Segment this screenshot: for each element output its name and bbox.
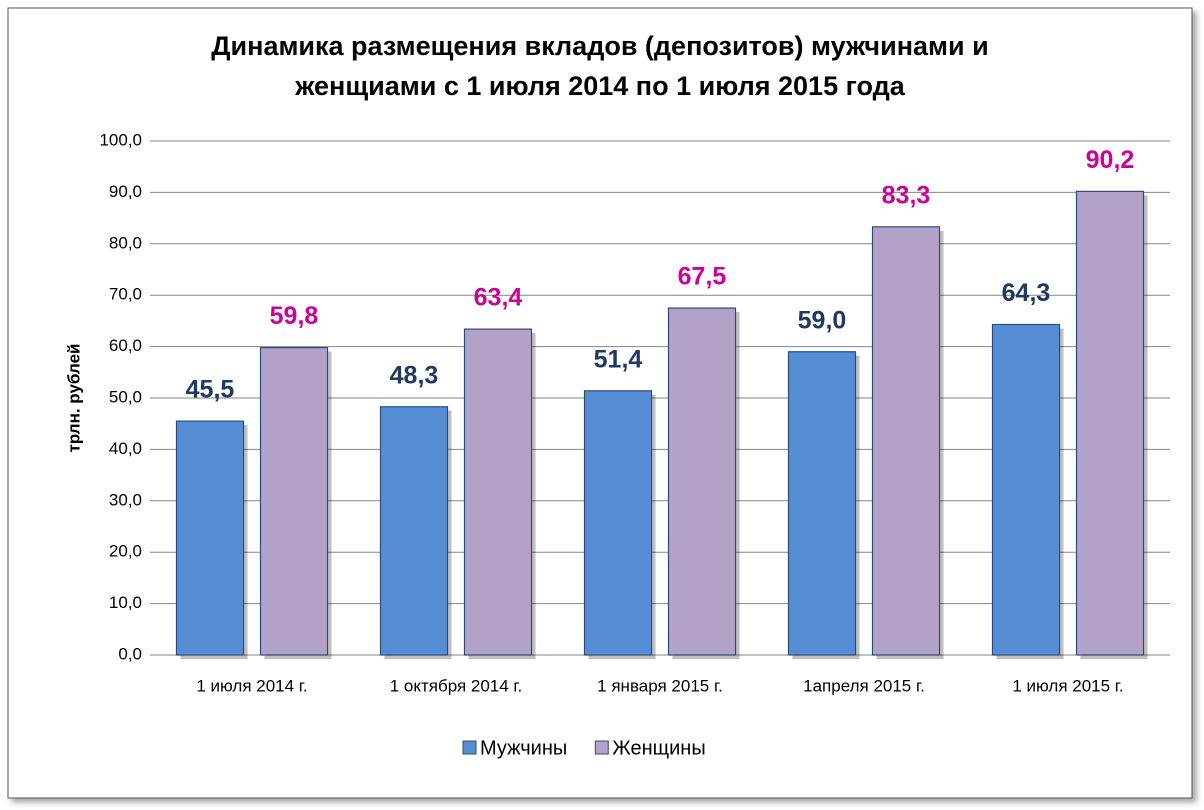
data-label: 45,5	[186, 376, 235, 404]
y-axis-label: трлн. рублей	[64, 344, 83, 453]
data-label: 48,3	[390, 361, 439, 389]
y-tick-label: 0,0	[118, 644, 142, 663]
bar	[991, 323, 1061, 656]
chart-title: Динамика размещения вкладов (депозитов) …	[211, 31, 988, 61]
data-label: 63,4	[474, 284, 523, 312]
bar	[1075, 190, 1145, 656]
y-tick-label: 20,0	[109, 542, 142, 561]
y-tick-label: 50,0	[109, 387, 142, 406]
legend-label: Женщины	[612, 737, 705, 759]
y-tick-label: 90,0	[109, 182, 142, 201]
data-label: 51,4	[594, 345, 643, 373]
y-tick-label: 70,0	[109, 285, 142, 304]
bar	[667, 307, 737, 656]
data-label: 64,3	[1002, 279, 1051, 307]
legend-swatch	[462, 740, 477, 755]
y-tick-label: 80,0	[109, 233, 142, 252]
x-tick-label: 1 июля 2014 г.	[196, 676, 307, 695]
x-tick-label: 1 октября 2014 г.	[390, 676, 523, 695]
data-label: 83,3	[882, 181, 931, 209]
y-tick-label: 60,0	[109, 336, 142, 355]
bar	[175, 420, 245, 656]
bar	[583, 390, 653, 656]
y-tick-label: 40,0	[109, 439, 142, 458]
bar	[379, 406, 449, 656]
bar	[787, 351, 857, 656]
x-tick-label: 1 января 2015 г.	[597, 676, 723, 695]
bar	[871, 226, 941, 656]
data-label: 59,8	[270, 302, 319, 330]
chart-title: женщиами с 1 июля 2014 по 1 июля 2015 го…	[294, 71, 906, 101]
legend-swatch	[594, 740, 609, 755]
y-tick-label: 100,0	[99, 130, 142, 149]
data-label: 59,0	[798, 306, 847, 334]
x-tick-label: 1апреля 2015 г.	[803, 676, 925, 695]
legend-label: Мужчины	[480, 737, 567, 759]
y-tick-label: 10,0	[109, 593, 142, 612]
bar	[463, 328, 533, 656]
bar	[259, 347, 329, 656]
x-tick-label: 1 июля 2015 г.	[1012, 676, 1123, 695]
data-label: 90,2	[1086, 146, 1135, 174]
y-tick-label: 30,0	[109, 490, 142, 509]
data-label: 67,5	[678, 263, 727, 291]
